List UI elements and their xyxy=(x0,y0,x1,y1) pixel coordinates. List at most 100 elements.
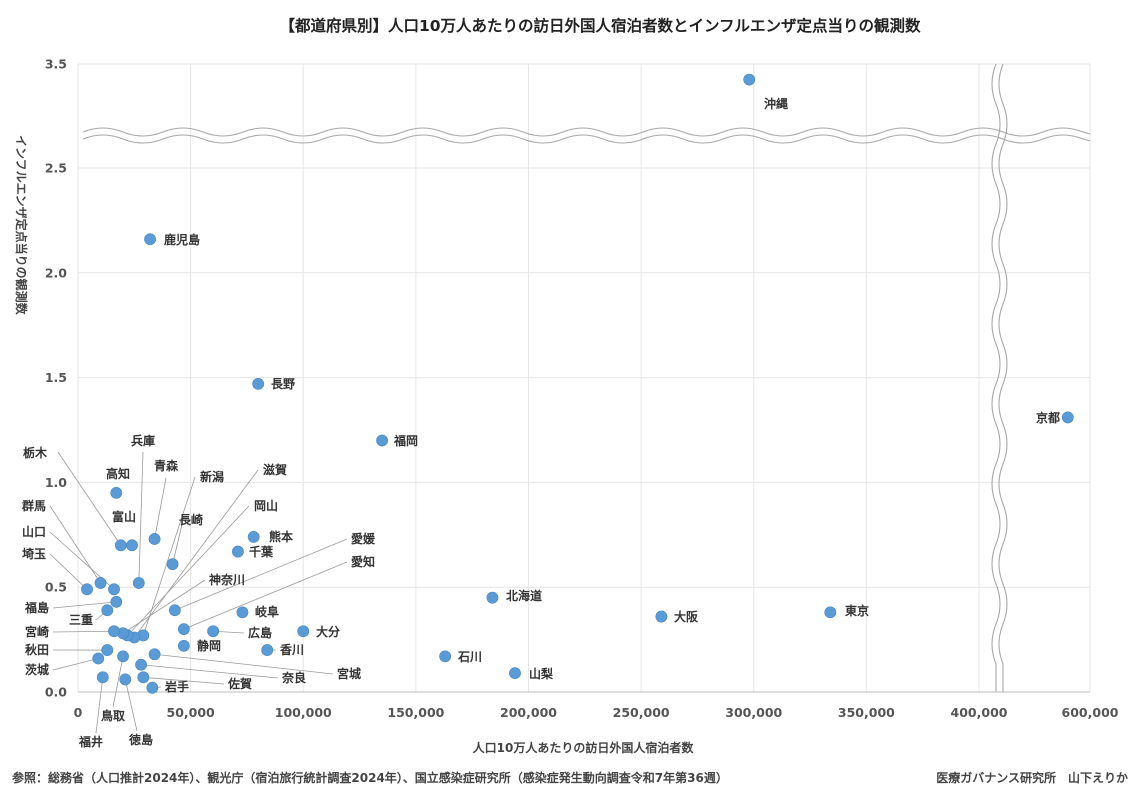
data-point xyxy=(101,644,114,656)
data-label: 石川 xyxy=(457,650,482,664)
data-label: 宮崎 xyxy=(25,624,49,639)
data-label: 山梨 xyxy=(529,666,553,681)
x-tick-label: 150,000 xyxy=(387,705,444,720)
leader-line xyxy=(172,519,184,565)
data-label: 埼玉 xyxy=(22,546,46,561)
data-point xyxy=(144,233,156,246)
data-point xyxy=(177,623,190,636)
data-label: 鳥取 xyxy=(101,708,125,723)
data-label: 三重 xyxy=(69,612,93,627)
data-label: 茨城 xyxy=(25,662,49,677)
leader-line xyxy=(95,677,104,734)
data-label: 沖縄 xyxy=(764,96,788,111)
y-axis-break xyxy=(82,134,1091,144)
data-point xyxy=(114,539,127,552)
x-tick-label: 250,000 xyxy=(613,705,670,720)
data-label: 岡山 xyxy=(254,498,278,513)
data-label: 福岡 xyxy=(393,433,418,448)
data-label: 愛知 xyxy=(351,554,375,569)
data-label: 香川 xyxy=(279,642,304,657)
y-tick-label: 1.5 xyxy=(45,370,67,385)
data-point xyxy=(177,639,190,652)
data-point xyxy=(117,650,129,663)
source-note: 参照：総務省（人口推計2024年）、観光庁（宿泊旅行統計調査2024年）、国立感… xyxy=(12,770,728,785)
data-label: 愛媛 xyxy=(351,531,376,546)
data-point xyxy=(168,604,181,617)
leader-line xyxy=(52,658,99,671)
data-point xyxy=(94,577,107,589)
data-label: 長野 xyxy=(271,376,295,391)
leader-line xyxy=(154,653,334,675)
leader-line xyxy=(183,561,348,630)
data-point xyxy=(110,486,123,499)
x-axis-ticks: 0 50,000 100,000 150,000 200,000 250,000 300,0… xyxy=(74,705,1119,720)
data-label: 北海道 xyxy=(506,588,542,603)
data-label: 栃木 xyxy=(23,445,48,460)
data-point xyxy=(439,650,452,663)
data-point xyxy=(247,530,260,543)
chart-title: 【都道府県別】人口10万人あたりの訪日外国人宿泊者数とインフルエンザ定点当りの観… xyxy=(279,16,921,35)
leader-line xyxy=(141,664,279,679)
data-label: 富山 xyxy=(112,509,136,524)
data-point xyxy=(509,667,521,680)
leader-line xyxy=(124,679,138,732)
y-tick-label: 2.5 xyxy=(45,161,67,176)
data-point xyxy=(92,652,105,665)
data-point xyxy=(252,377,265,390)
data-label: 宮城 xyxy=(337,666,361,681)
data-label: 山口 xyxy=(22,524,46,539)
y-tick-label: 0.5 xyxy=(45,580,67,595)
data-point xyxy=(132,577,145,589)
data-point xyxy=(110,595,123,608)
leader-line xyxy=(52,601,117,609)
data-label: 新潟 xyxy=(200,469,224,484)
leader-line xyxy=(122,579,206,634)
data-point xyxy=(166,558,179,571)
data-label: 佐賀 xyxy=(227,676,252,691)
leader-line xyxy=(49,553,88,590)
data-label: 大分 xyxy=(316,624,340,639)
data-point xyxy=(743,73,756,86)
y-tick-label: 2.0 xyxy=(45,265,67,280)
leader-line xyxy=(133,469,259,638)
data-point xyxy=(207,625,220,638)
data-point xyxy=(232,545,244,558)
data-label: 秋田 xyxy=(25,642,49,657)
data-label: 大阪 xyxy=(674,609,699,624)
data-label: 奈良 xyxy=(281,670,306,685)
x-tick-label: 300,000 xyxy=(725,705,782,720)
data-point xyxy=(148,648,161,661)
data-point xyxy=(108,625,120,638)
data-label: 長崎 xyxy=(179,512,203,527)
y-axis-label: インフルエンザ定点当りの観測数 xyxy=(14,135,29,316)
data-label: 京都 xyxy=(1036,410,1060,425)
data-point xyxy=(126,539,138,552)
data-point xyxy=(486,591,499,604)
leader-line xyxy=(57,451,122,546)
x-tick-label: 600,000 xyxy=(1062,705,1119,720)
leader-line xyxy=(143,676,225,685)
author-credit: 医療ガバナンス研究所 山下えりか xyxy=(936,770,1128,785)
x-tick-label: 0 xyxy=(74,705,83,720)
leader-line xyxy=(127,505,250,636)
data-point xyxy=(135,658,147,671)
data-label: 広島 xyxy=(248,625,272,640)
data-label: 岐阜 xyxy=(255,604,279,619)
data-point xyxy=(297,625,310,638)
data-label: 鹿児島 xyxy=(164,232,200,247)
data-label: 青森 xyxy=(154,458,179,473)
data-label: 徳島 xyxy=(128,732,153,747)
leader-line xyxy=(154,477,167,540)
x-axis-break xyxy=(991,63,1001,692)
data-point xyxy=(824,606,837,619)
leader-line xyxy=(174,538,348,611)
data-point xyxy=(1061,411,1074,424)
data-point xyxy=(146,681,159,694)
data-point xyxy=(148,533,161,545)
x-axis-label: 人口10万人あたりの訪日外国人宿泊者数 xyxy=(473,740,695,755)
leader-lines xyxy=(49,451,348,734)
data-point xyxy=(137,671,150,684)
y-tick-label: 0.0 xyxy=(45,685,67,700)
